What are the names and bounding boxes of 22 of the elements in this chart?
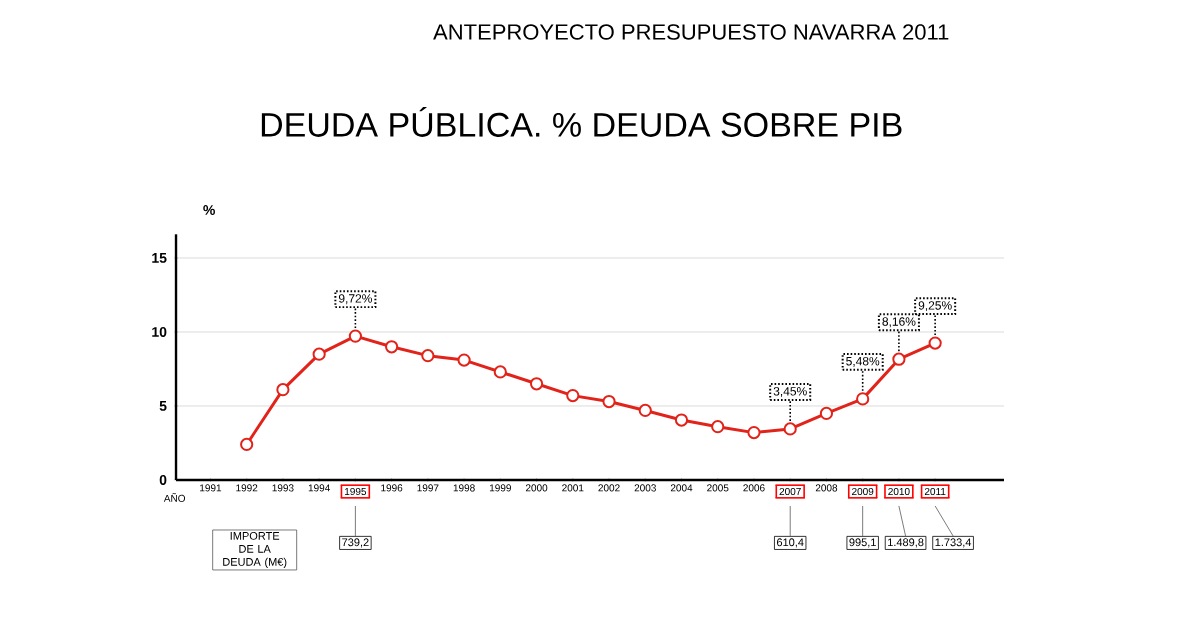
point <box>493 365 507 379</box>
point <box>312 347 326 361</box>
point <box>421 349 435 363</box>
point <box>240 437 254 452</box>
point <box>638 403 652 418</box>
point <box>928 336 942 350</box>
point <box>819 406 834 420</box>
point <box>747 426 761 440</box>
point <box>783 422 797 436</box>
point <box>674 413 689 427</box>
point <box>602 394 616 409</box>
point <box>457 353 471 367</box>
point <box>892 352 906 366</box>
point <box>566 389 580 403</box>
point <box>856 392 870 406</box>
point <box>385 340 399 354</box>
chart-subtitle: ANTEPROYECTO PRESUPUESTO NAVARRA 2011 <box>433 24 949 40</box>
point <box>348 329 362 343</box>
point <box>529 377 544 391</box>
point <box>276 383 290 397</box>
point <box>711 420 725 434</box>
chart-title: DEUDA PÚBLICA. % DEUDA SOBRE PIB <box>261 107 902 137</box>
